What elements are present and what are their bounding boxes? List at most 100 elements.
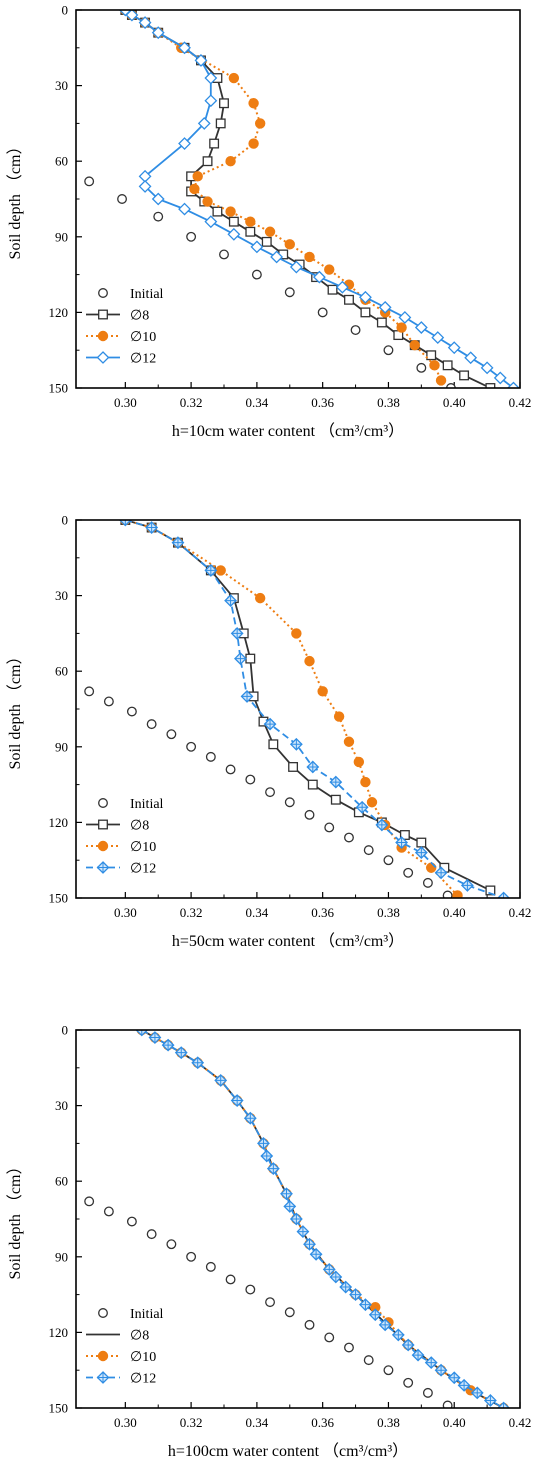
legend-label: ∅12: [130, 862, 156, 877]
data-point-cross: [392, 1329, 404, 1341]
data-point: [197, 116, 211, 130]
data-point: [442, 360, 453, 371]
legend-marker: [97, 1350, 109, 1362]
y-tick-label: 30: [55, 1098, 68, 1113]
data-point: [445, 383, 456, 388]
data-point-cross: [402, 1339, 414, 1351]
data-point: [186, 741, 197, 752]
data-point: [447, 341, 461, 355]
data-point-cross: [369, 1309, 381, 1321]
data-point: [378, 300, 392, 314]
data-point: [398, 311, 412, 324]
y-tick-label: 60: [55, 154, 68, 169]
data-point: [353, 756, 365, 768]
data-point: [84, 1196, 95, 1207]
x-axis-label: h=50cm water content （cm³/cm³）: [172, 932, 404, 950]
data-point: [205, 1261, 216, 1272]
plot-area: [84, 520, 510, 898]
data-point: [248, 138, 259, 149]
data-point: [383, 855, 394, 866]
x-axis-label: h=10cm water content （cm³/cm³）: [172, 422, 404, 440]
data-point: [270, 250, 284, 264]
y-tick-label: 0: [62, 3, 69, 18]
data-point: [304, 655, 315, 667]
chart-panel-3: 0.30 0.32 0.34 0.36 0.38 0.40 0.42 0 30 60 90 120 15…: [6, 1023, 531, 1461]
data-point-cross: [267, 1163, 279, 1175]
y-tick-label: 120: [49, 815, 69, 830]
data-point: [324, 264, 335, 275]
data-point: [493, 371, 507, 385]
x-tick-label: 0.38: [377, 395, 400, 410]
data-point: [103, 1206, 114, 1217]
y-tick-label: 0: [62, 513, 69, 528]
data-point: [485, 885, 496, 896]
y-tick-label: 90: [55, 229, 68, 244]
data-point: [212, 206, 223, 217]
x-tick-label: 0.34: [246, 395, 269, 410]
legend-label: ∅8: [130, 1329, 149, 1344]
data-point-cross: [241, 690, 253, 702]
data-point: [245, 226, 256, 237]
data-point: [202, 156, 213, 167]
data-point: [291, 628, 302, 639]
data-point: [228, 72, 240, 84]
y-tick-label: 0: [62, 1023, 69, 1038]
legend-marker: [98, 309, 108, 320]
data-point: [225, 1274, 236, 1285]
data-point: [264, 226, 276, 237]
data-point-cross: [172, 537, 184, 549]
legend-label: ∅8: [130, 819, 149, 834]
data-point: [409, 339, 420, 351]
x-tick-label: 0.32: [180, 1415, 203, 1430]
data-point: [84, 686, 95, 697]
legend-label: Initial: [130, 797, 164, 812]
plot-frame: [75, 519, 521, 899]
data-point: [192, 171, 203, 182]
series-line: [124, 10, 491, 388]
data-point: [396, 322, 407, 333]
x-tick-label: 0.42: [509, 1415, 532, 1430]
data-point: [153, 211, 164, 222]
data-point-cross: [435, 1364, 447, 1376]
series-line: [124, 10, 514, 388]
data-point-cross: [231, 627, 243, 639]
data-point: [284, 1307, 295, 1318]
data-point: [151, 26, 165, 40]
x-tick-label: 0.32: [180, 905, 203, 920]
data-point: [312, 270, 326, 284]
data-point-cross: [290, 1213, 302, 1225]
data-point: [429, 360, 440, 371]
data-point: [304, 251, 315, 263]
data-point: [146, 719, 157, 730]
legend: Initial ∅8 ∅10 ∅12: [86, 1307, 164, 1387]
data-point: [204, 71, 218, 85]
data-point-cross: [231, 1095, 243, 1107]
data-point: [383, 1365, 394, 1376]
data-point: [480, 361, 494, 375]
series-line: [124, 10, 443, 381]
y-tick-label: 30: [55, 78, 68, 93]
legend-label: ∅10: [130, 1350, 156, 1365]
series-2: [141, 1030, 505, 1408]
data-point: [360, 307, 371, 318]
y-tick-label: 150: [49, 1401, 69, 1416]
data-point: [268, 739, 279, 750]
data-point: [485, 383, 496, 388]
data-point: [359, 290, 372, 304]
data-point: [317, 307, 328, 318]
data-point: [151, 192, 165, 206]
series-4: [118, 520, 510, 898]
data-point-cross: [484, 1394, 496, 1406]
data-point: [360, 776, 371, 788]
x-tick-label: 0.42: [509, 395, 532, 410]
data-point: [138, 179, 152, 193]
data-point-cross: [244, 1112, 256, 1124]
y-axis-label: Soil depth （cm）: [6, 139, 24, 260]
x-axis-label: h=100cm water content （cm³/cm³）: [168, 1442, 408, 1460]
series-line: [125, 520, 491, 892]
x-tick-label: 0.36: [311, 905, 334, 920]
data-point: [215, 565, 226, 576]
series-line: [141, 1030, 505, 1408]
legend-label: Initial: [130, 287, 164, 302]
